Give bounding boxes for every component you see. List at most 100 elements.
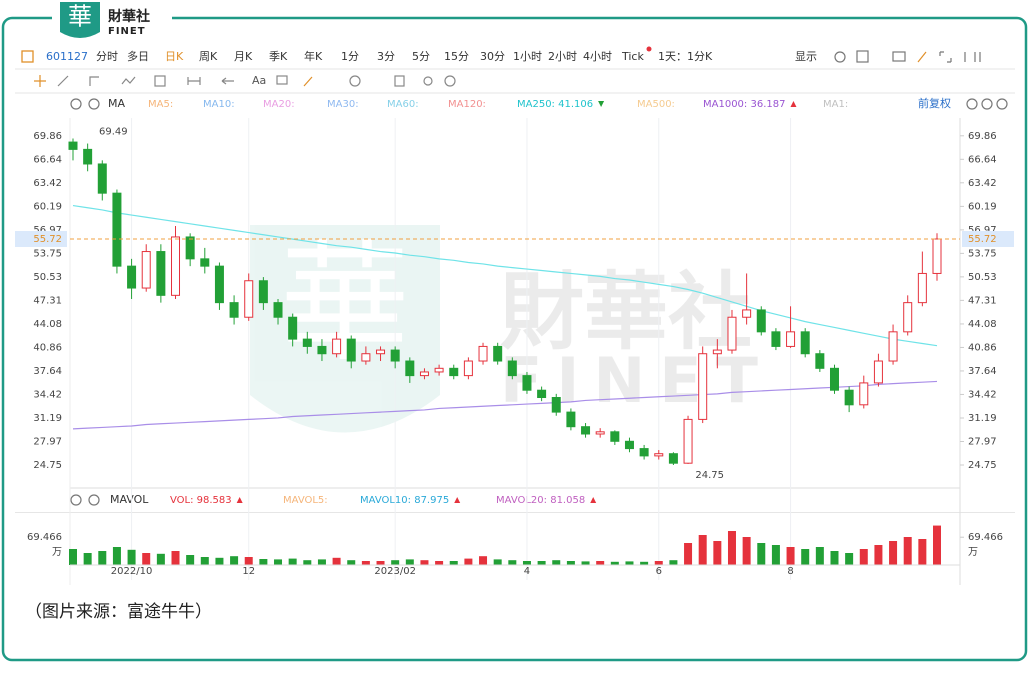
volume-bar (391, 560, 400, 565)
candle-body (493, 345, 503, 362)
y-tick-label: 56.97 (33, 225, 62, 236)
crosshair-tool[interactable] (34, 75, 46, 87)
volume-bar (859, 549, 868, 565)
ma-label: MA20: (263, 99, 295, 110)
watermark-badge (250, 225, 440, 433)
period-tab[interactable]: 季K (269, 50, 288, 63)
y-tick-label: 50.53 (33, 272, 62, 283)
period-tab[interactable]: 3分 (377, 50, 395, 63)
draw-tools[interactable] (34, 75, 456, 87)
font-tool[interactable]: Aa (252, 74, 266, 87)
candle-body (522, 375, 532, 391)
low-annotation: 24.75 (695, 470, 724, 481)
display-menu[interactable]: 显示 (795, 50, 817, 63)
camera-icon[interactable] (892, 51, 906, 62)
period-tab[interactable]: 年K (304, 49, 323, 63)
wave-tool[interactable] (121, 76, 136, 85)
measure-tool[interactable] (187, 77, 201, 85)
volume-bar (654, 561, 663, 565)
magnet-tool[interactable] (349, 75, 361, 87)
right-tools[interactable] (70, 50, 1008, 506)
price-tag-bg (962, 230, 1014, 247)
y-tick-label: 31.19 (33, 413, 62, 424)
candle-body (449, 367, 459, 377)
ma-label: MA30: (327, 99, 359, 110)
volume-bar (186, 555, 195, 565)
candle-body (127, 265, 137, 289)
note-tool[interactable] (276, 75, 288, 85)
ma-label: MA5: (148, 99, 173, 110)
frame (1, 16, 1028, 662)
y-tick-label: 69.86 (968, 131, 997, 142)
y-tick-label: 50.53 (968, 272, 997, 283)
settings-tool[interactable] (444, 75, 456, 87)
period-tab[interactable]: 1天：1分K (658, 50, 713, 63)
period-tab[interactable]: 5分 (412, 50, 430, 63)
layout-icon[interactable] (856, 50, 869, 63)
candle-body (405, 360, 415, 377)
fib-tool[interactable] (154, 75, 166, 87)
volume-bar (742, 537, 751, 565)
arrow-tool[interactable] (221, 77, 234, 85)
brand-en: FINET (108, 26, 146, 37)
candle-body (654, 453, 664, 457)
volume-bar (566, 561, 575, 565)
volume-bar (933, 525, 941, 565)
close-icon[interactable] (996, 98, 1008, 110)
volume-bar (508, 560, 517, 565)
volume-bar (259, 559, 268, 565)
vol-settings[interactable] (70, 494, 82, 506)
period-tab[interactable]: 分时 (96, 50, 118, 63)
adjust-mode[interactable]: 前复权 (918, 96, 951, 110)
volume-bar (303, 560, 312, 565)
y-tick-label: 66.64 (33, 154, 62, 165)
volume-bar (347, 560, 356, 565)
volume-bar (200, 557, 209, 565)
settings-icon[interactable] (834, 51, 846, 63)
period-tab[interactable]: 周K (199, 50, 218, 63)
ray-tool[interactable] (89, 76, 99, 86)
ma-settings[interactable] (70, 98, 82, 110)
period-tab[interactable]: 15分 (444, 50, 469, 63)
candle-body (932, 238, 942, 274)
watermark-char: 華 (280, 228, 410, 380)
minus-icon[interactable] (981, 98, 993, 110)
volume-bar (596, 561, 605, 565)
vol-close[interactable] (88, 494, 100, 506)
period-tab[interactable]: 30分 (480, 50, 505, 63)
fullscreen-icon[interactable] (939, 51, 952, 63)
candle-body (786, 331, 796, 347)
candle-body (214, 265, 224, 304)
x-tick-label: 6 (656, 566, 662, 577)
pen-tool[interactable] (303, 76, 313, 87)
period-tab[interactable]: 4小时 (583, 50, 612, 63)
volume-bar (684, 543, 693, 565)
period-tab[interactable]: 多日 (127, 49, 149, 63)
y-tick-label: 24.75 (968, 460, 997, 471)
symbol[interactable]: 601127 (46, 50, 88, 63)
fio-icon[interactable] (964, 52, 981, 62)
ma-close[interactable] (88, 98, 100, 110)
panel-icon[interactable] (21, 50, 34, 63)
candle-body (273, 302, 283, 318)
delete-tool[interactable] (394, 75, 405, 87)
period-tab[interactable]: 日K (165, 50, 184, 63)
volume-bar (845, 553, 854, 565)
candle-body (156, 251, 166, 296)
candle-body (888, 331, 898, 362)
pencil-icon[interactable] (917, 51, 927, 63)
volume-bar (786, 547, 795, 565)
period-tab[interactable]: 1小时 (513, 50, 542, 63)
candle-body (668, 453, 678, 464)
link-tool[interactable] (423, 76, 433, 86)
period-tab[interactable]: Tick (621, 50, 644, 63)
add-icon[interactable] (966, 98, 978, 110)
period-tab[interactable]: 月K (234, 50, 253, 63)
volume-bar (464, 558, 473, 565)
line-tool[interactable] (57, 75, 69, 87)
volume-bar (405, 559, 414, 565)
period-tab[interactable]: 2小时 (548, 50, 577, 63)
period-tab[interactable]: 1分 (341, 50, 359, 63)
volume-bar (625, 561, 634, 565)
candle-body (595, 431, 605, 435)
